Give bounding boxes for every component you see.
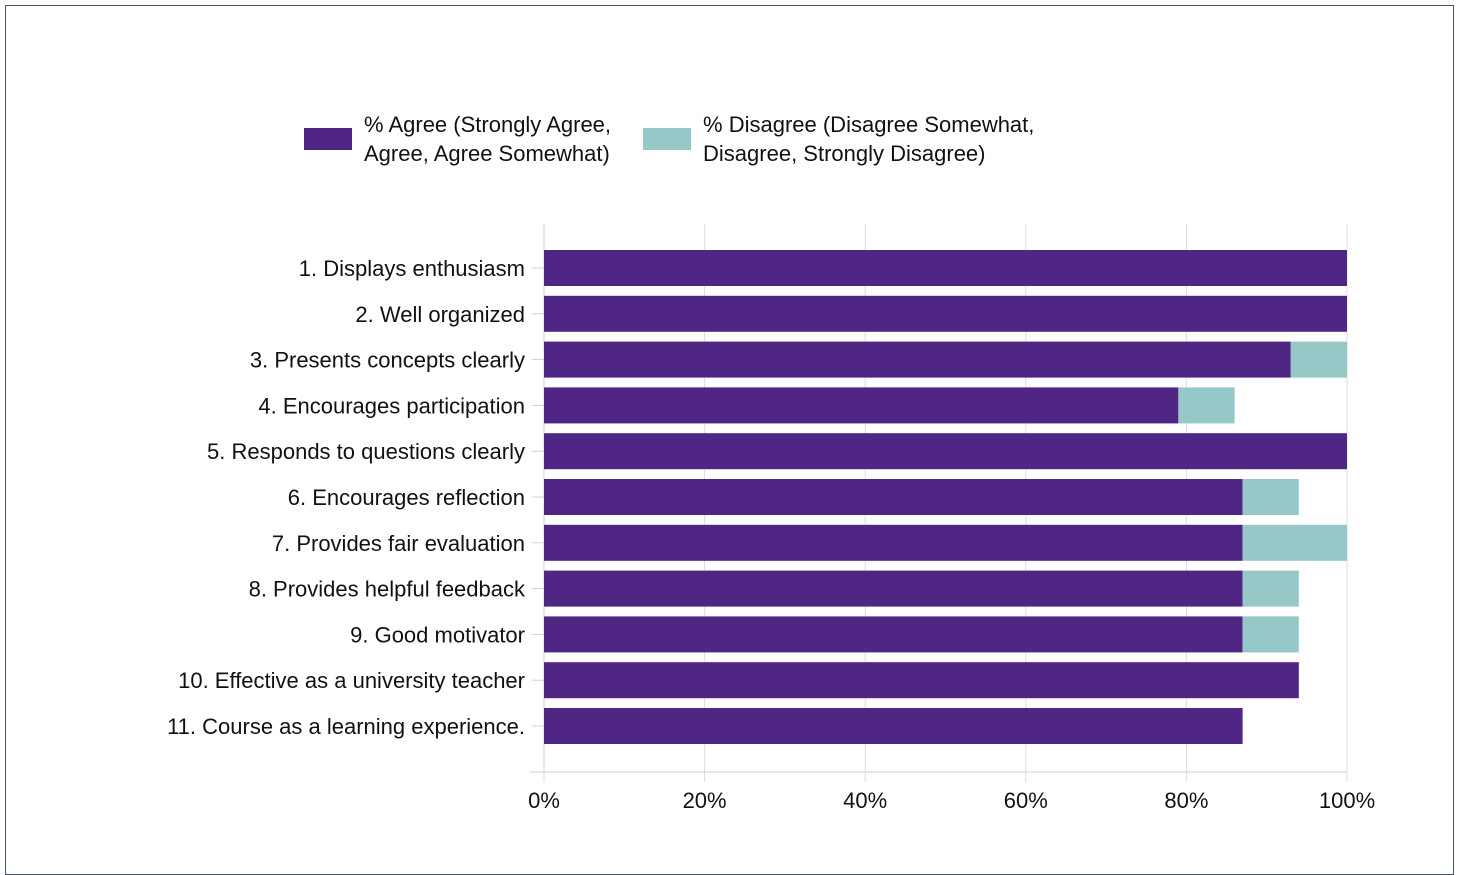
bar-disagree-4 — [1178, 387, 1235, 424]
x-tick-label-2: 40% — [843, 788, 887, 813]
legend-item-agree: % Agree (Strongly Agree, Agree, Agree So… — [304, 110, 611, 168]
legend-item-disagree: % Disagree (Disagree Somewhat, Disagree,… — [643, 110, 1034, 168]
category-label-3: 3. Presents concepts clearly — [250, 348, 525, 373]
bar-agree-10 — [544, 662, 1299, 699]
bar-disagree-3 — [1290, 341, 1347, 378]
bar-agree-3 — [544, 341, 1291, 378]
x-tick-label-4: 80% — [1164, 788, 1208, 813]
chart-legend: % Agree (Strongly Agree, Agree, Agree So… — [304, 110, 1034, 168]
category-label-9: 9. Good motivator — [350, 622, 525, 647]
category-label-7: 7. Provides fair evaluation — [272, 531, 525, 556]
x-tick-label-5: 100% — [1319, 788, 1375, 813]
bar-agree-11 — [544, 708, 1243, 744]
bar-disagree-9 — [1242, 616, 1299, 653]
bar-disagree-7 — [1242, 524, 1347, 561]
bar-agree-2 — [544, 295, 1347, 332]
category-label-8: 8. Provides helpful feedback — [249, 577, 526, 602]
category-label-4: 4. Encourages participation — [258, 393, 525, 418]
category-label-11: 11. Course as a learning experience. — [167, 714, 525, 739]
bar-agree-8 — [544, 570, 1243, 607]
category-label-1: 1. Displays enthusiasm — [299, 256, 525, 281]
x-tick-label-0: 0% — [528, 788, 560, 813]
legend-swatch-agree — [304, 128, 352, 150]
bar-agree-6 — [544, 479, 1243, 515]
legend-swatch-disagree — [643, 128, 692, 150]
legend-label-disagree: % Disagree (Disagree Somewhat, Disagree,… — [703, 112, 1035, 166]
category-label-10: 10. Effective as a university teacher — [178, 668, 525, 693]
bar-agree-1 — [544, 250, 1347, 286]
category-label-2: 2. Well organized — [355, 302, 525, 327]
bar-agree-7 — [544, 524, 1243, 561]
bar-agree-9 — [544, 616, 1243, 653]
x-tick-label-1: 20% — [683, 788, 727, 813]
bar-disagree-8 — [1242, 570, 1299, 607]
legend-label-agree: % Agree (Strongly Agree, Agree, Agree So… — [364, 112, 612, 166]
x-tick-label-3: 60% — [1004, 788, 1048, 813]
bar-agree-4 — [544, 387, 1179, 424]
category-label-6: 6. Encourages reflection — [288, 485, 525, 510]
bar-agree-5 — [544, 433, 1347, 470]
bar-disagree-6 — [1242, 479, 1299, 515]
category-label-5: 5. Responds to questions clearly — [207, 439, 525, 464]
